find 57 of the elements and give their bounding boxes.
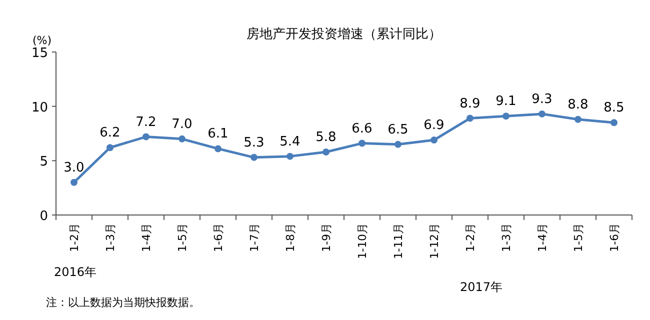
x-tick-label: 1-3月: [500, 223, 513, 252]
y-axis-title: (%): [32, 34, 52, 47]
point: [538, 110, 546, 118]
point: [574, 116, 582, 123]
data-label: 7.2: [136, 114, 156, 130]
text: 注：以上数据为当期快报数据。: [46, 296, 200, 309]
x-tick-label: 1-2月: [464, 223, 477, 252]
point: [322, 148, 330, 156]
x-tick-label: 1-9月: [320, 223, 333, 252]
point: [142, 133, 150, 140]
point: [430, 136, 438, 144]
data-label: 6.5: [388, 122, 408, 138]
data-label: 5.4: [280, 134, 300, 150]
x-tick-label: 1-6月: [212, 223, 225, 252]
data-label: 6.6: [352, 121, 372, 136]
data-label: 6.2: [100, 126, 120, 141]
data-label: 8.5: [604, 100, 624, 116]
x-tick-label: 1-10月: [356, 223, 369, 259]
y-tick-label: 10: [31, 100, 48, 116]
point: [466, 114, 474, 122]
data-label: 8.8: [568, 97, 588, 112]
x-tick-label: 1-3月: [104, 223, 117, 252]
x-tick-label: 1-4月: [140, 223, 153, 252]
data-label: 3.0: [64, 160, 84, 176]
point: [178, 135, 186, 142]
x-tick-label: 1-11月: [392, 223, 405, 259]
data-label: 9.1: [496, 94, 516, 110]
x-tick-label: 1-4月: [536, 223, 549, 252]
x-tick-label: 1-5月: [176, 223, 189, 252]
point: [358, 140, 366, 147]
x-tick-label: 1-6月: [608, 223, 621, 252]
data-label: 6.1: [208, 126, 228, 142]
x-tick-label: 1-2月: [68, 223, 81, 252]
y-tick-label: 5: [40, 154, 48, 170]
text: 2016年: [54, 265, 97, 279]
point: [502, 112, 510, 120]
data-label: 6.9: [424, 118, 444, 134]
point: [394, 140, 402, 148]
data-label: 8.9: [460, 96, 480, 112]
data-label: 9.3: [532, 92, 552, 107]
point: [610, 119, 618, 126]
x-tick-label: 1-12月: [428, 223, 441, 259]
point: [286, 152, 294, 160]
x-tick-label: 1-7月: [248, 223, 261, 252]
point: [70, 178, 78, 186]
point: [214, 145, 222, 152]
text: 2017年: [460, 280, 503, 294]
data-label: 5.8: [316, 130, 336, 145]
data-label: 7.0: [172, 116, 192, 132]
point: [250, 154, 258, 161]
y-tick-label: 15: [31, 46, 48, 61]
chart-title: 房地产开发投资增速（累计同比）: [246, 26, 442, 42]
x-tick-label: 1-8月: [284, 223, 297, 252]
data-label: 5.3: [244, 135, 264, 150]
point: [106, 144, 114, 152]
x-tick-label: 1-5月: [572, 223, 585, 252]
y-tick-label: 0: [40, 209, 48, 224]
